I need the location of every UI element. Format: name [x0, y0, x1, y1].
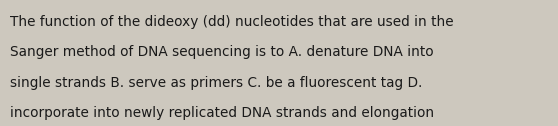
Text: incorporate into newly replicated DNA strands and elongation: incorporate into newly replicated DNA st… — [10, 106, 434, 120]
Text: Sanger method of DNA sequencing is to A. denature DNA into: Sanger method of DNA sequencing is to A.… — [10, 45, 434, 59]
Text: single strands B. serve as primers C. be a fluorescent tag D.: single strands B. serve as primers C. be… — [10, 76, 422, 90]
Text: The function of the dideoxy (dd) nucleotides that are used in the: The function of the dideoxy (dd) nucleot… — [10, 15, 454, 29]
